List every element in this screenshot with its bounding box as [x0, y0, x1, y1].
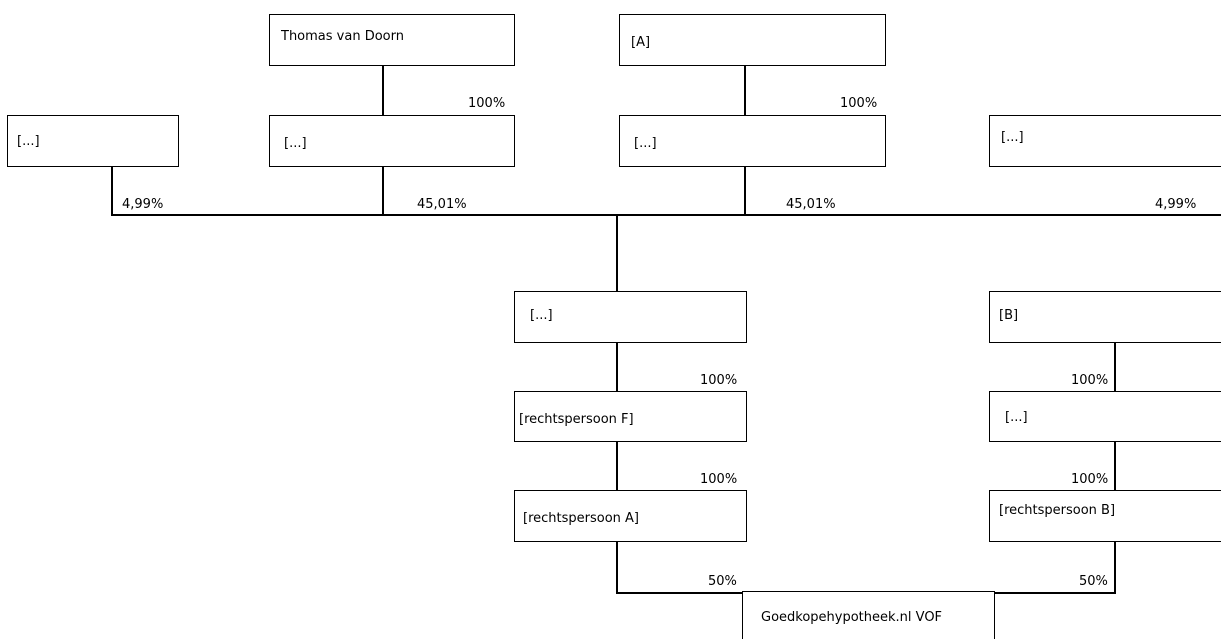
ownership-bus-line: [111, 214, 1221, 216]
connector-rpb-down: [1114, 541, 1116, 593]
entity-a: [A]: [619, 14, 886, 66]
entity-label: [...]: [1001, 130, 1024, 145]
entity-label: [rechtspersoon A]: [523, 511, 639, 526]
pct-thomas-to-holding: 100%: [468, 96, 506, 111]
entity-label: [A]: [631, 35, 651, 50]
entity-rechtspersoon-f: [rechtspersoon F]: [514, 391, 747, 442]
entity-label: Goedkopehypotheek.nl VOF: [761, 610, 943, 625]
connector-f-to-rpa: [616, 441, 618, 491]
connector-holding-b-to-rpb: [1114, 441, 1116, 491]
entity-b: [B]: [989, 291, 1221, 343]
connector-middle-to-f: [616, 342, 618, 392]
entity-label: [...]: [634, 136, 657, 151]
entity-label: [...]: [284, 136, 307, 151]
entity-holding-thomas: [...]: [269, 115, 515, 167]
entity-thomas-van-doorn: Thomas van Doorn: [269, 14, 515, 66]
connector-holding-a-to-bus: [744, 166, 746, 215]
connector-thomas-to-holding: [382, 65, 384, 116]
pct-holding-a-share: 45,01%: [786, 197, 836, 212]
entity-label: [rechtspersoon B]: [999, 503, 1116, 518]
pct-rpb-to-vof: 50%: [1079, 574, 1108, 589]
pct-holding-b-to-rpb: 100%: [1071, 472, 1109, 487]
pct-middle-to-f: 100%: [700, 373, 738, 388]
entity-top-far-right: [...]: [989, 115, 1221, 167]
entity-label: [...]: [17, 134, 40, 149]
pct-b-to-holding: 100%: [1071, 373, 1109, 388]
connector-bus-to-middle: [616, 214, 618, 292]
pct-rpa-to-vof: 50%: [708, 574, 737, 589]
connector-far-left-to-bus: [111, 166, 113, 215]
entity-label: Thomas van Doorn: [281, 29, 404, 44]
connector-a-to-holding: [744, 65, 746, 116]
entity-label: [...]: [530, 308, 553, 323]
pct-f-to-rpa: 100%: [700, 472, 738, 487]
entity-label: [B]: [999, 308, 1019, 323]
entity-middle-holding: [...]: [514, 291, 747, 343]
connector-b-to-holding: [1114, 342, 1116, 392]
pct-far-left-share: 4,99%: [122, 197, 164, 212]
entity-rechtspersoon-b: [rechtspersoon B]: [989, 490, 1221, 542]
connector-rpa-down: [616, 541, 618, 593]
entity-rechtspersoon-a: [rechtspersoon A]: [514, 490, 747, 542]
entity-top-far-left: [...]: [7, 115, 179, 167]
entity-holding-b: [...]: [989, 391, 1221, 442]
entity-label: [...]: [1005, 410, 1028, 425]
pct-a-to-holding: 100%: [840, 96, 878, 111]
pct-holding-thomas-share: 45,01%: [417, 197, 467, 212]
entity-label: [rechtspersoon F]: [519, 412, 634, 427]
connector-holding-thomas-to-bus: [382, 166, 384, 215]
pct-far-right-share: 4,99%: [1155, 197, 1197, 212]
entity-goedkopehypotheek-vof: Goedkopehypotheek.nl VOF: [742, 591, 995, 639]
entity-holding-a: [...]: [619, 115, 886, 167]
